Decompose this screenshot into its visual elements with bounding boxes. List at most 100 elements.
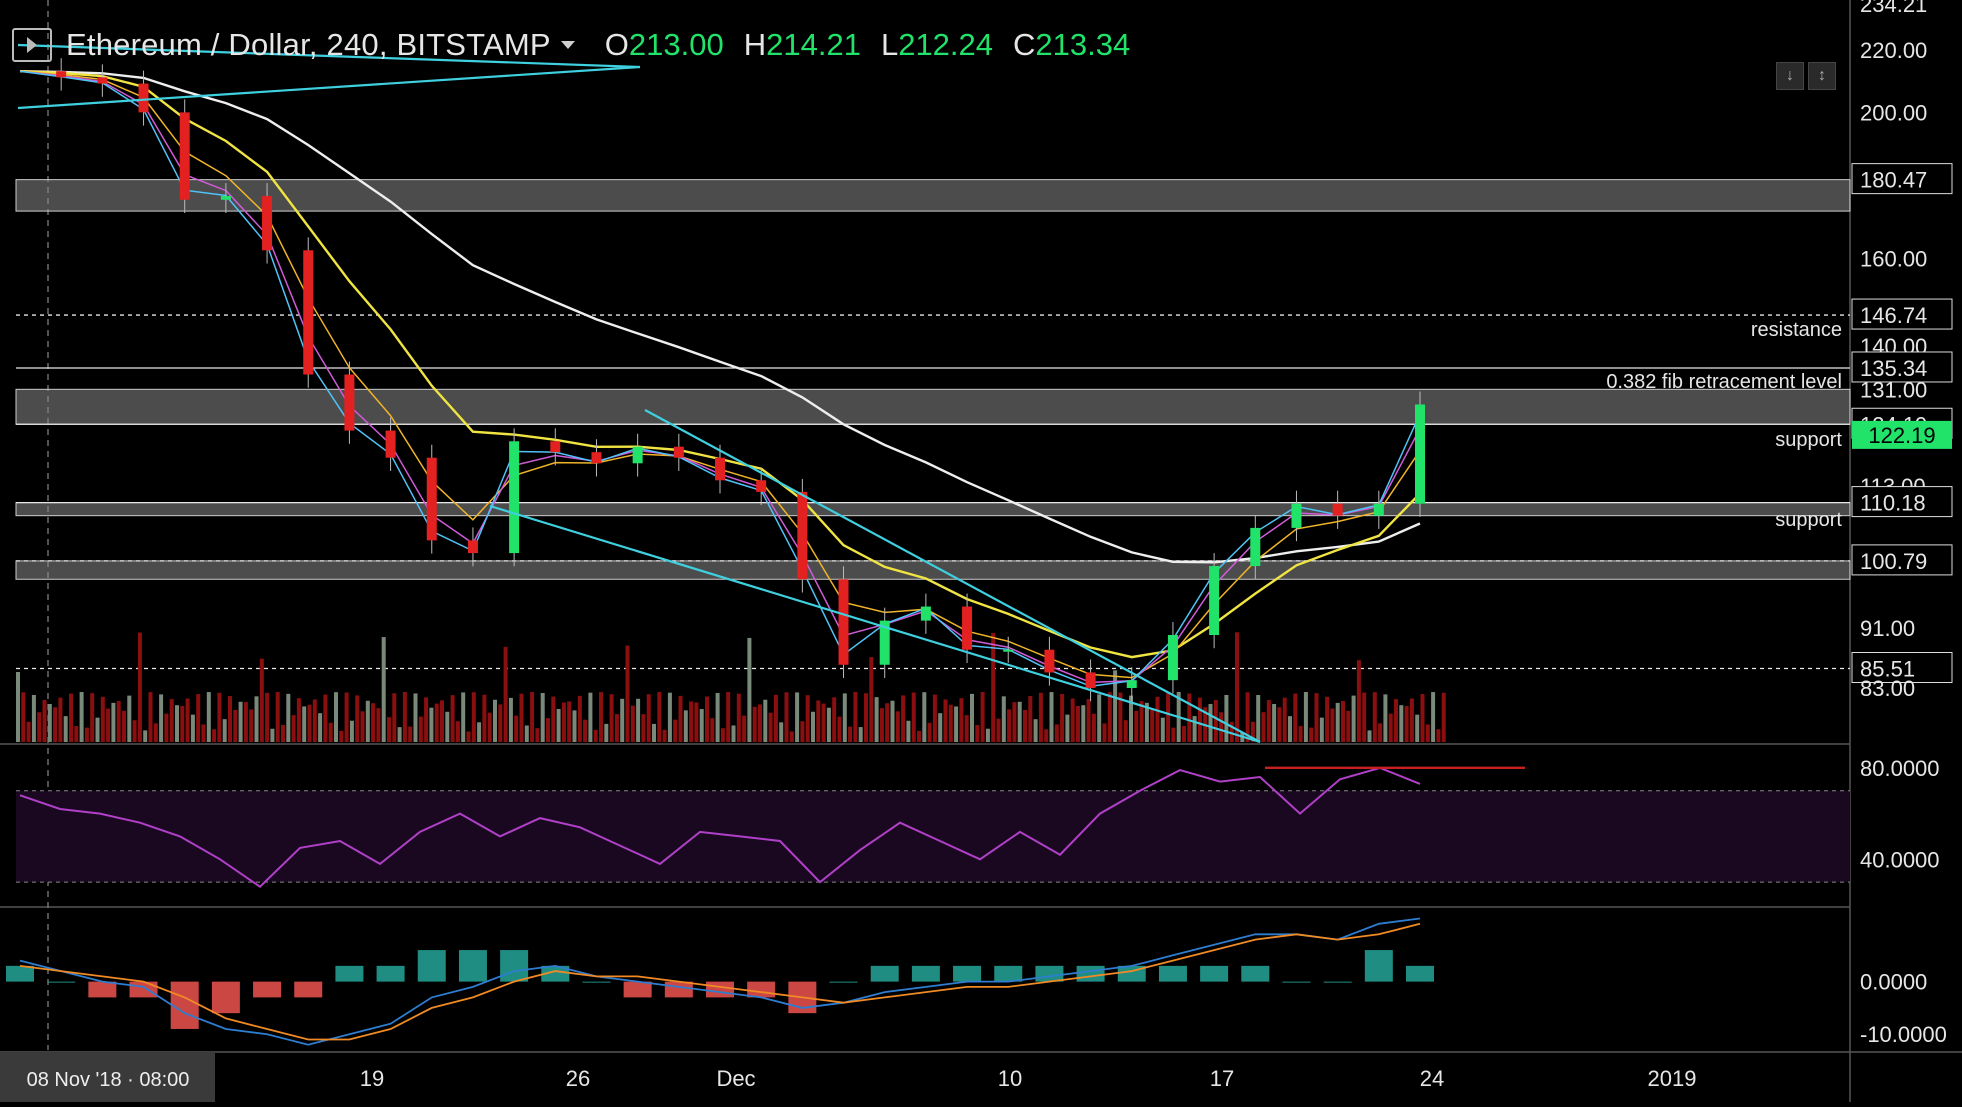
volume-bar — [943, 699, 948, 742]
volume-bar — [763, 699, 768, 742]
volume-bar — [79, 692, 84, 742]
volume-bar — [1049, 692, 1054, 742]
volume-bar — [546, 718, 550, 742]
volume-bar — [371, 703, 376, 742]
volume-bar — [26, 721, 31, 742]
volume-bar — [890, 700, 895, 742]
volume-bar — [376, 708, 381, 742]
volume-bar — [503, 646, 508, 742]
volume-bar — [445, 711, 450, 742]
symbol-title[interactable]: Ethereum / Dollar, 240, BITSTAMP — [66, 27, 551, 62]
volume-bar — [811, 711, 815, 742]
volume-bar — [816, 700, 821, 742]
macd-histogram-bar — [623, 981, 652, 998]
falling-wedge-upper — [644, 409, 1261, 743]
volume-bar — [455, 721, 460, 742]
volume-bar — [1367, 730, 1372, 742]
volume-bar — [424, 697, 429, 742]
volume-bar — [789, 731, 794, 742]
price-label-box — [1851, 486, 1953, 518]
volume-bar — [1070, 698, 1075, 742]
time-axis-label: 19 — [360, 1066, 384, 1091]
volume-bar — [1129, 695, 1133, 742]
volume-bar — [95, 717, 100, 742]
volume-bar — [1335, 702, 1340, 742]
volume-bar — [1097, 694, 1102, 742]
volume-bar — [111, 702, 116, 742]
volume-bar — [238, 701, 243, 742]
chevron-down-icon[interactable] — [560, 41, 575, 49]
ohlc-low: L212.24 — [880, 27, 994, 62]
volume-bar — [821, 703, 826, 742]
rsi-band — [16, 790, 1850, 883]
volume-bar — [381, 637, 386, 742]
volume-bar — [461, 692, 466, 742]
volume-bar — [1150, 708, 1155, 742]
volume-bar — [540, 693, 545, 742]
macd-histogram-bar — [870, 965, 899, 982]
volume-bar — [1007, 709, 1012, 742]
volume-bar — [1219, 712, 1224, 742]
volume-bar — [429, 707, 434, 742]
volume-bar — [524, 725, 529, 742]
time-axis-label: 10 — [998, 1066, 1022, 1091]
volume-bar — [917, 730, 921, 742]
ohlc-close: C213.34 — [1013, 27, 1131, 62]
sort-icon[interactable]: ↕ — [1808, 62, 1836, 90]
price-label-box — [1851, 544, 1953, 576]
rsi-axis-label: 40.0000 — [1860, 847, 1940, 872]
volume-bar — [768, 712, 773, 742]
volume-bar — [1282, 697, 1287, 742]
candle-body — [591, 452, 602, 464]
candle-body — [838, 579, 849, 665]
volume-bar — [63, 716, 68, 742]
price-axis-label: 200.00 — [1860, 100, 1927, 125]
volume-bar — [1155, 696, 1160, 742]
candle-body — [467, 540, 478, 554]
volume-bar — [1319, 717, 1324, 742]
volume-bar — [1076, 705, 1080, 742]
volume-bar — [699, 709, 704, 742]
volume-bar — [614, 714, 619, 742]
volume-bar — [31, 694, 36, 742]
volume-bar — [726, 692, 731, 742]
volume-bar — [901, 695, 906, 742]
volume-bar — [487, 712, 492, 742]
volume-bar — [705, 696, 709, 742]
candle-body — [138, 83, 149, 113]
volume-bar — [1383, 694, 1388, 742]
volume-bar — [975, 724, 980, 742]
volume-bar — [800, 721, 805, 742]
volume-bar — [466, 731, 471, 742]
volume-bar — [228, 696, 232, 742]
macd-histogram-bar — [994, 965, 1023, 982]
volume-bar — [1346, 710, 1351, 742]
volume-bar — [90, 693, 95, 742]
volume-bar — [1033, 719, 1038, 742]
price-axis-label: 135.34 — [1860, 356, 1927, 381]
volume-bar — [869, 657, 874, 742]
price-zone-0 — [15, 179, 1851, 212]
volume-bar — [535, 728, 540, 742]
macd-histogram-bar — [953, 965, 982, 982]
volume-bar — [1213, 700, 1218, 742]
volume-bar — [159, 694, 164, 742]
volume-bar — [551, 696, 556, 742]
candle-body — [1332, 503, 1343, 516]
macd-histogram-bar — [1323, 981, 1352, 983]
volume-bar — [667, 692, 672, 742]
candle-body — [920, 606, 931, 621]
volume-bar — [1431, 692, 1436, 742]
volume-bar — [620, 698, 625, 742]
volume-bar — [1107, 692, 1112, 742]
volume-bar — [392, 693, 397, 742]
annotation-support-upper: support — [1775, 429, 1842, 451]
volume-bar — [137, 632, 142, 742]
volume-bar — [493, 699, 497, 742]
scroll-down-icon[interactable]: ↓ — [1776, 62, 1804, 90]
candle-body — [756, 480, 767, 492]
volume-bar — [826, 707, 831, 742]
volume-bar — [318, 713, 323, 742]
